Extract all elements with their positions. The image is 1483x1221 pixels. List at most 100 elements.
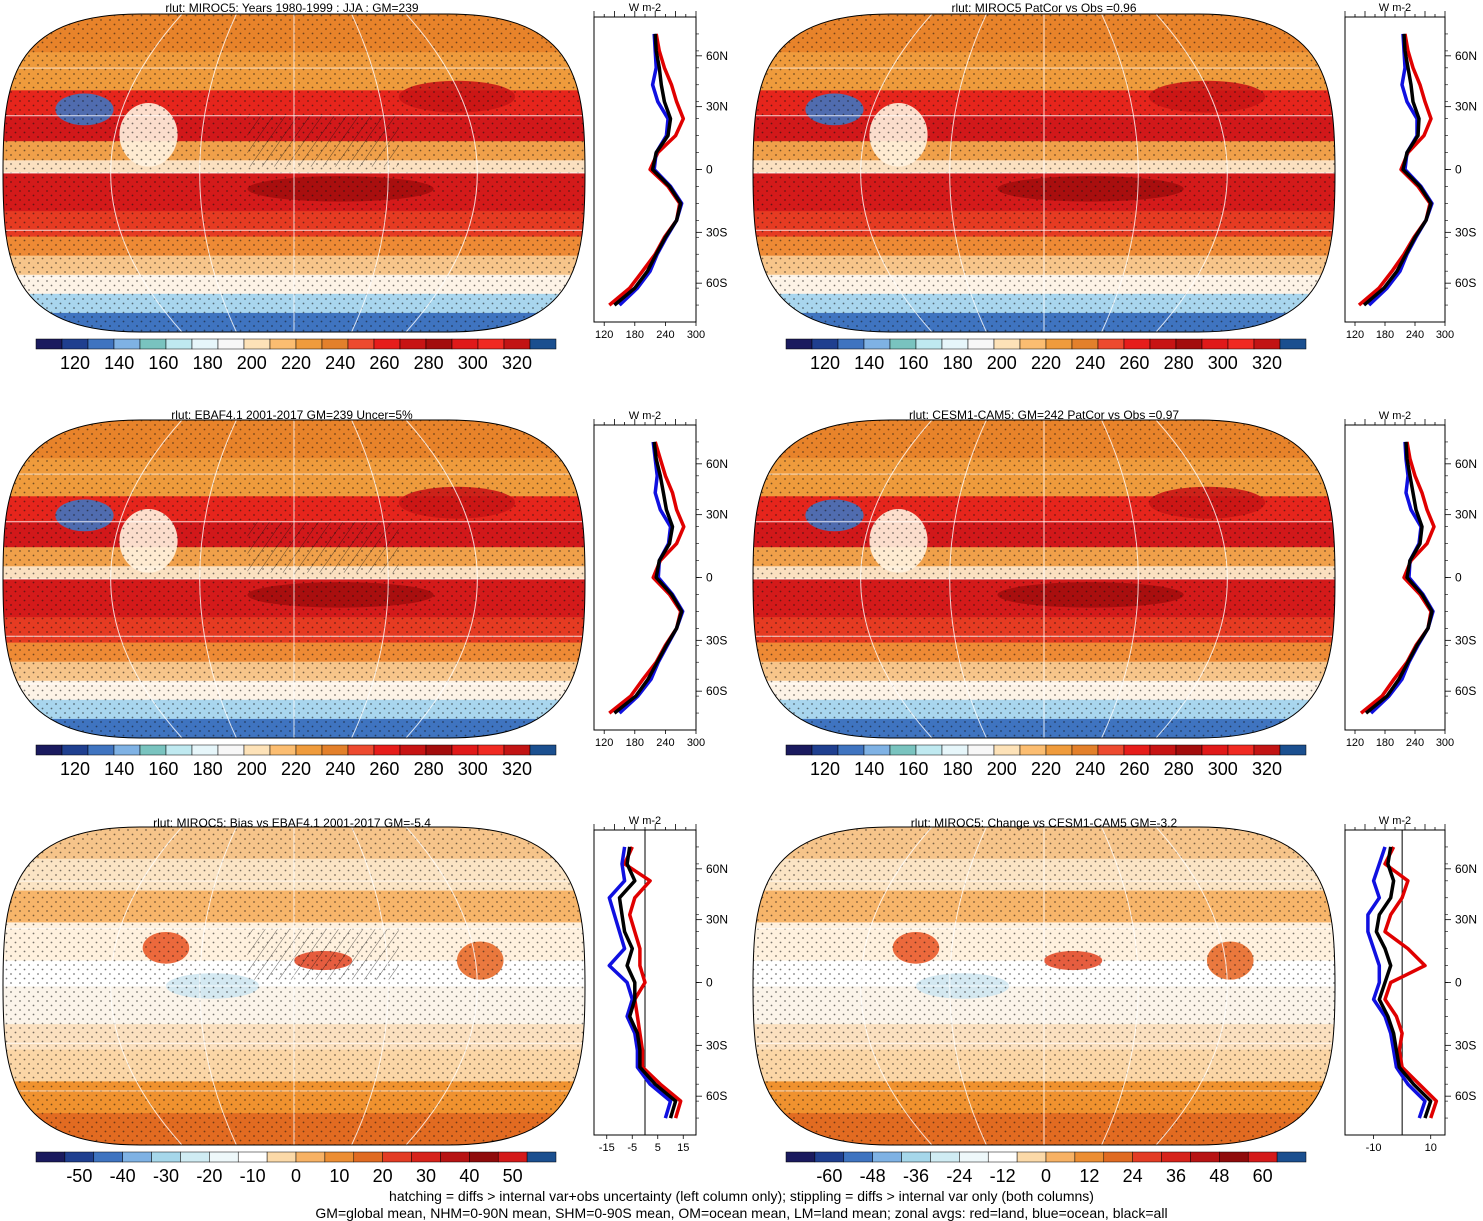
map-outline <box>2 13 586 333</box>
profile-lat-label: 60N <box>706 49 728 63</box>
colorbar-label: 60 <box>1253 1166 1273 1186</box>
profile-lat-label: 30S <box>706 1038 727 1052</box>
colorbar-label: 220 <box>1031 759 1061 779</box>
colorbar-label: -12 <box>990 1166 1016 1186</box>
profile-lat-label: 60N <box>1455 457 1477 471</box>
profile-line-all <box>613 33 683 307</box>
colorbar-swatch <box>93 1151 123 1163</box>
profile-lat-label: 60S <box>1455 684 1476 698</box>
colorbar-swatch <box>243 744 271 756</box>
colorbar-swatch <box>373 744 401 756</box>
colorbar-swatch <box>1279 744 1307 756</box>
colorbar-swatch <box>324 1151 355 1163</box>
colorbar-swatch <box>151 1151 181 1163</box>
profile-lat-label: 30N <box>706 508 728 522</box>
profile-x-tick: 120 <box>1346 329 1364 341</box>
colorbar-label: 200 <box>237 759 267 779</box>
colorbar-label: 120 <box>60 353 90 373</box>
colorbar: -60 -48 -36 -24 -12 0 12 24 36 48 60 <box>785 1151 1307 1186</box>
profile-line-land <box>1357 33 1433 307</box>
colorbar-swatch <box>959 1151 989 1163</box>
zonal-profile: W m-2 -10 10 60N 30N 0 30S 60S <box>1344 815 1477 1154</box>
panel-miroc5-patcor: rlut: MIROC5 PatCor vs Obs =0.96 120 140 16… <box>752 1 1477 373</box>
colorbar-swatch <box>1253 338 1281 350</box>
colorbar: 120 140 160 180 200 220 240 260 280 300 320 <box>35 744 557 779</box>
colorbar-swatch <box>993 744 1021 756</box>
colorbar-swatch <box>1227 338 1255 350</box>
colorbar-swatch <box>1190 1151 1220 1163</box>
colorbar-label: 0 <box>291 1166 301 1186</box>
colorbar-swatch <box>1219 1151 1249 1163</box>
colorbar-label: -60 <box>816 1166 842 1186</box>
colorbar-swatch <box>87 744 115 756</box>
colorbar-swatch <box>785 338 813 350</box>
panel-ebaf: rlut: EBAF4.1 2001-2017 GM=239 Uncer=5% 1… <box>2 408 728 779</box>
colorbar-swatch <box>811 338 839 350</box>
colorbar-swatch <box>889 744 917 756</box>
colorbar-label: 180 <box>943 759 973 779</box>
colorbar-swatch <box>399 338 427 350</box>
map-outline <box>752 419 1336 739</box>
profile-line-land <box>608 33 686 307</box>
profile-lat-label: 30S <box>1455 633 1476 647</box>
colorbar-swatch <box>1045 744 1073 756</box>
colorbar-swatch <box>191 744 219 756</box>
profile-lat-label: 60N <box>706 457 728 471</box>
profile-line-all <box>1362 33 1433 307</box>
colorbar-swatch <box>811 744 839 756</box>
colorbar-swatch <box>889 338 917 350</box>
colorbar-label: 320 <box>502 353 532 373</box>
colorbar-swatch <box>35 1151 66 1163</box>
colorbar-swatch <box>87 338 115 350</box>
profile-lat-label: 30S <box>1455 225 1476 239</box>
panel-title: rlut: MIROC5 PatCor vs Obs =0.96 <box>951 1 1136 15</box>
colorbar-label: 24 <box>1123 1166 1143 1186</box>
colorbar-swatch <box>35 338 63 350</box>
panel-title: rlut: EBAF4.1 2001-2017 GM=239 Uncer=5% <box>171 408 413 422</box>
colorbar-swatch <box>941 744 969 756</box>
colorbar-label: 300 <box>1208 759 1238 779</box>
colorbar-swatch <box>1247 1151 1278 1163</box>
colorbar-label: 160 <box>898 759 928 779</box>
colorbar-swatch <box>425 338 453 350</box>
profile-line-all <box>613 441 684 715</box>
colorbar-label: -24 <box>946 1166 972 1186</box>
profile-unit: W m-2 <box>629 410 661 422</box>
colorbar-swatch <box>295 338 323 350</box>
colorbar-label: 300 <box>458 353 488 373</box>
profile-lat-label: 0 <box>1455 571 1462 585</box>
colorbar-label: 240 <box>1075 759 1105 779</box>
colorbar-swatch <box>1097 744 1125 756</box>
colorbar-label: -30 <box>153 1166 179 1186</box>
profile-x-tick: 120 <box>595 737 613 749</box>
colorbar-swatch <box>930 1151 960 1163</box>
colorbar-swatch <box>382 1151 412 1163</box>
colorbar-swatch <box>497 1151 528 1163</box>
colorbar-swatch <box>217 744 245 756</box>
map-outline <box>752 13 1336 333</box>
colorbar-label: 10 <box>329 1166 349 1186</box>
panel-miroc5-bias: rlut: MIROC5: Bias vs EBAF4.1 2001-2017 … <box>2 815 728 1186</box>
map-outline <box>2 826 586 1146</box>
colorbar-label: 300 <box>458 759 488 779</box>
profile-x-tick: -5 <box>627 1142 637 1154</box>
colorbar-label: 120 <box>810 759 840 779</box>
footnote-line-2: GM=global mean, NHM=0-90N mean, SHM=0-90… <box>315 1205 1168 1221</box>
colorbar-swatch <box>113 744 141 756</box>
colorbar-swatch <box>61 338 89 350</box>
colorbar-label: 200 <box>987 353 1017 373</box>
profile-lat-label: 30N <box>706 100 728 114</box>
colorbar-label: 320 <box>502 759 532 779</box>
colorbar-label: 200 <box>987 759 1017 779</box>
profile-lat-label: 60S <box>706 276 727 290</box>
profile-x-tick: 180 <box>1376 737 1394 749</box>
colorbar-swatch <box>1074 1151 1105 1163</box>
colorbar-swatch <box>1019 338 1047 350</box>
profile-unit: W m-2 <box>1379 815 1411 827</box>
zonal-profile: W m-2 120 180 240 300 60N 30N 0 30S 60S <box>1344 2 1477 341</box>
colorbar-swatch <box>321 338 349 350</box>
colorbar-swatch <box>1175 338 1203 350</box>
profile-x-tick: 15 <box>677 1142 689 1154</box>
profile-lat-label: 60S <box>1455 276 1476 290</box>
